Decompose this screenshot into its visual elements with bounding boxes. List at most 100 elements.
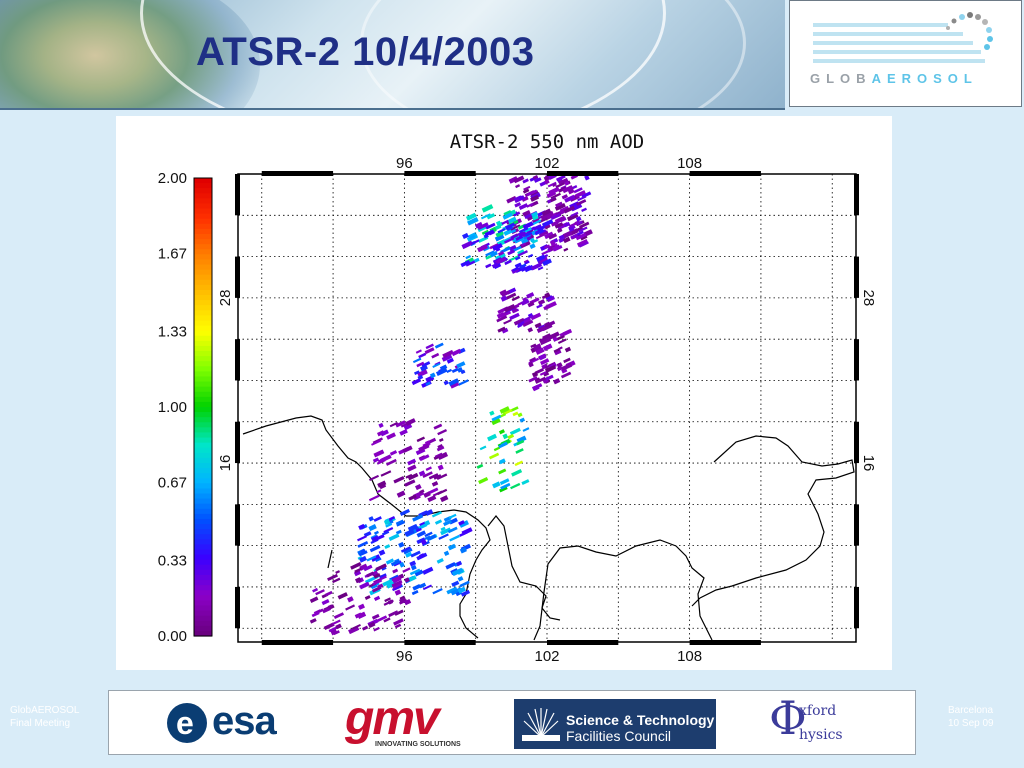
aod-pixel	[393, 618, 404, 626]
stfc-line2: Facilities Council	[566, 728, 672, 744]
aod-pixel	[459, 520, 469, 528]
aod-pixel	[432, 588, 443, 595]
aod-pixel	[505, 292, 517, 300]
aod-pixel	[523, 185, 531, 191]
aod-pixel	[500, 295, 508, 302]
aod-pixel	[532, 219, 542, 226]
aod-pixel	[559, 329, 571, 337]
colorbar-segment	[194, 183, 212, 189]
aod-pixel	[337, 592, 348, 600]
aod-pixel	[501, 327, 509, 334]
colorbar-segment	[194, 401, 212, 408]
aod-pixel	[497, 326, 506, 333]
aod-pixel	[438, 533, 449, 540]
colorbar-segment	[194, 534, 212, 540]
aod-pixel	[460, 259, 471, 268]
frame-tick-bottom	[404, 640, 476, 645]
aod-pixel	[488, 452, 500, 460]
aod-pixel	[524, 260, 530, 265]
aod-pixel	[499, 478, 510, 486]
aod-pixel	[540, 338, 552, 346]
aod-pixel	[461, 240, 474, 250]
x-tick-label-top: 96	[396, 155, 413, 172]
aod-pixel	[513, 317, 525, 326]
colorbar-segment	[194, 178, 212, 184]
chart-panel: ATSR-2 550 nm AOD 2.00 1.67 1.33 1.00 0.67 0.…	[116, 116, 892, 670]
aod-pixel	[425, 509, 434, 516]
aod-pixel	[498, 468, 507, 475]
aod-pixel	[522, 221, 534, 230]
colorbar-segment	[194, 478, 212, 484]
aod-pixel	[488, 231, 496, 236]
aod-pixel	[443, 550, 450, 557]
aod-pixel	[575, 190, 586, 198]
aod-pixels	[309, 172, 593, 636]
aod-pixel	[544, 364, 557, 373]
aod-pixel	[550, 192, 561, 200]
aod-pixel	[512, 411, 519, 417]
aod-pixel	[541, 219, 554, 228]
aod-pixel	[436, 473, 448, 481]
aod-pixel	[558, 346, 563, 350]
aod-pixel	[564, 194, 576, 203]
aod-pixel	[517, 412, 523, 418]
aod-pixel	[459, 580, 470, 588]
colorbar-segment	[194, 625, 212, 632]
aod-pixel	[446, 357, 454, 364]
aod-pixel	[371, 439, 382, 446]
aod-pixel	[518, 195, 524, 201]
aod-pixel	[418, 443, 430, 452]
aod-pixel	[501, 290, 511, 297]
colorbar-segment	[194, 554, 212, 561]
colorbar-segment	[194, 412, 212, 418]
aod-pixel	[491, 414, 502, 422]
aod-pixel	[532, 174, 539, 180]
gmv-tagline: INNOVATING SOLUTIONS	[375, 741, 461, 748]
aod-pixel	[416, 530, 426, 538]
aod-pixel	[478, 476, 489, 485]
colorbar-segment	[194, 498, 212, 505]
aod-pixel	[407, 523, 419, 532]
aod-pixel	[503, 228, 513, 236]
aod-pixel	[477, 222, 489, 231]
aod-pixel	[548, 331, 560, 340]
aod-pixel	[570, 233, 579, 240]
aod-pixel	[563, 247, 569, 252]
oxford-line1: xford	[799, 703, 837, 719]
aod-pixel	[385, 522, 393, 528]
aod-pixel	[539, 180, 547, 187]
coastline	[242, 415, 855, 641]
aod-pixel	[526, 189, 538, 197]
colorbar-segment	[194, 417, 212, 423]
header-banner	[0, 0, 785, 110]
aod-pixel	[556, 334, 565, 341]
aod-pixel	[359, 563, 368, 571]
aod-pixel	[554, 215, 566, 224]
aod-pixel	[375, 563, 387, 572]
colorbar-segment	[194, 452, 212, 459]
aod-pixel	[426, 534, 437, 542]
aod-pixel	[363, 564, 373, 572]
colorbar-segment	[194, 351, 212, 357]
aod-pixel	[403, 598, 412, 606]
aod-pixel	[441, 353, 453, 362]
aod-pixel	[520, 265, 526, 270]
frame-tick-left	[235, 256, 240, 298]
aod-pixel	[388, 515, 396, 521]
aod-pixel	[432, 362, 441, 368]
colorbar-segment	[194, 376, 212, 383]
aod-pixel	[373, 626, 380, 632]
aod-pixel	[527, 253, 534, 258]
aod-pixel	[501, 219, 509, 225]
aod-pixel	[485, 250, 495, 257]
aod-pixel	[517, 250, 528, 257]
aod-pixel	[378, 422, 384, 428]
frame-tick-bottom	[547, 640, 619, 645]
aod-pixel	[335, 570, 341, 574]
aod-pixel	[311, 611, 320, 618]
aod-pixel	[540, 212, 551, 221]
aod-pixel	[542, 343, 553, 352]
aod-pixel	[371, 584, 378, 590]
aod-pixel	[433, 474, 442, 480]
aod-pixel	[492, 481, 501, 489]
